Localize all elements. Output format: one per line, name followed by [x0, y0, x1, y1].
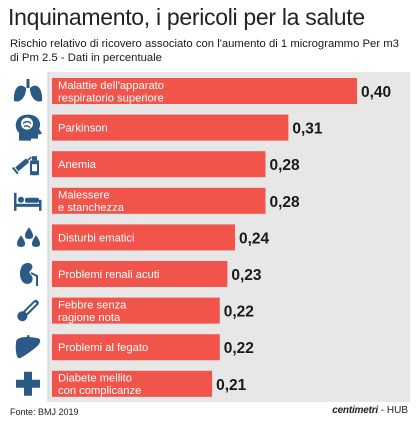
- kidney-icon: [19, 262, 38, 286]
- category-label: Parkinson: [58, 123, 108, 135]
- brand-logo: centimetri - HUB: [332, 405, 408, 416]
- value-label: 0,23: [231, 267, 262, 284]
- medical-cross-icon: [16, 371, 40, 396]
- category-label: ragione nota: [58, 312, 121, 324]
- bed-patient-icon: [14, 192, 42, 211]
- value-label: 0,31: [292, 121, 323, 138]
- syringe-blood-icon: [12, 156, 39, 176]
- bar: [52, 261, 228, 287]
- brand-suffix: - HUB: [378, 405, 408, 416]
- bar: [52, 334, 220, 361]
- value-label: 0,28: [270, 157, 301, 174]
- category-label: Disturbi ematici: [58, 232, 134, 244]
- category-label: con complicanze: [58, 385, 141, 397]
- bar: [52, 151, 266, 178]
- blood-drops-icon: [16, 227, 41, 247]
- category-label: Anemia: [58, 159, 97, 171]
- bar: [52, 224, 235, 251]
- category-label: Malattie dell'apparato: [58, 80, 164, 92]
- source-note: Fonte: BMJ 2019: [10, 407, 79, 417]
- brand-name: centimetri: [332, 405, 378, 416]
- category-label: Diabete mellito: [58, 373, 132, 385]
- value-label: 0,21: [216, 377, 247, 394]
- bar: [52, 114, 289, 141]
- chart-title: Inquinamento, i pericoli per la salute: [8, 4, 365, 30]
- value-label: 0,22: [224, 340, 254, 357]
- category-label: e stanchezza: [58, 202, 125, 214]
- lungs-icon: [13, 79, 43, 102]
- category-label: Problemi al fegato: [58, 342, 148, 354]
- category-label: Malessere: [58, 190, 110, 202]
- value-label: 0,40: [361, 84, 391, 101]
- thermometer-icon: [17, 299, 39, 322]
- chart-subtitle: Rischio relativo di ricovero associato c…: [10, 38, 399, 64]
- category-label: Febbre senza: [58, 299, 127, 311]
- liver-icon: [15, 335, 41, 359]
- value-label: 0,28: [270, 194, 301, 211]
- category-label: respiratorio superiore: [58, 92, 164, 104]
- bar: [52, 78, 357, 104]
- head-brain-icon: [15, 114, 42, 141]
- bar: [52, 370, 213, 397]
- category-label: Problemi renali acuti: [58, 269, 159, 281]
- value-label: 0,22: [224, 304, 254, 321]
- value-label: 0,24: [239, 230, 270, 247]
- bar: [52, 187, 266, 214]
- bar: [52, 297, 220, 324]
